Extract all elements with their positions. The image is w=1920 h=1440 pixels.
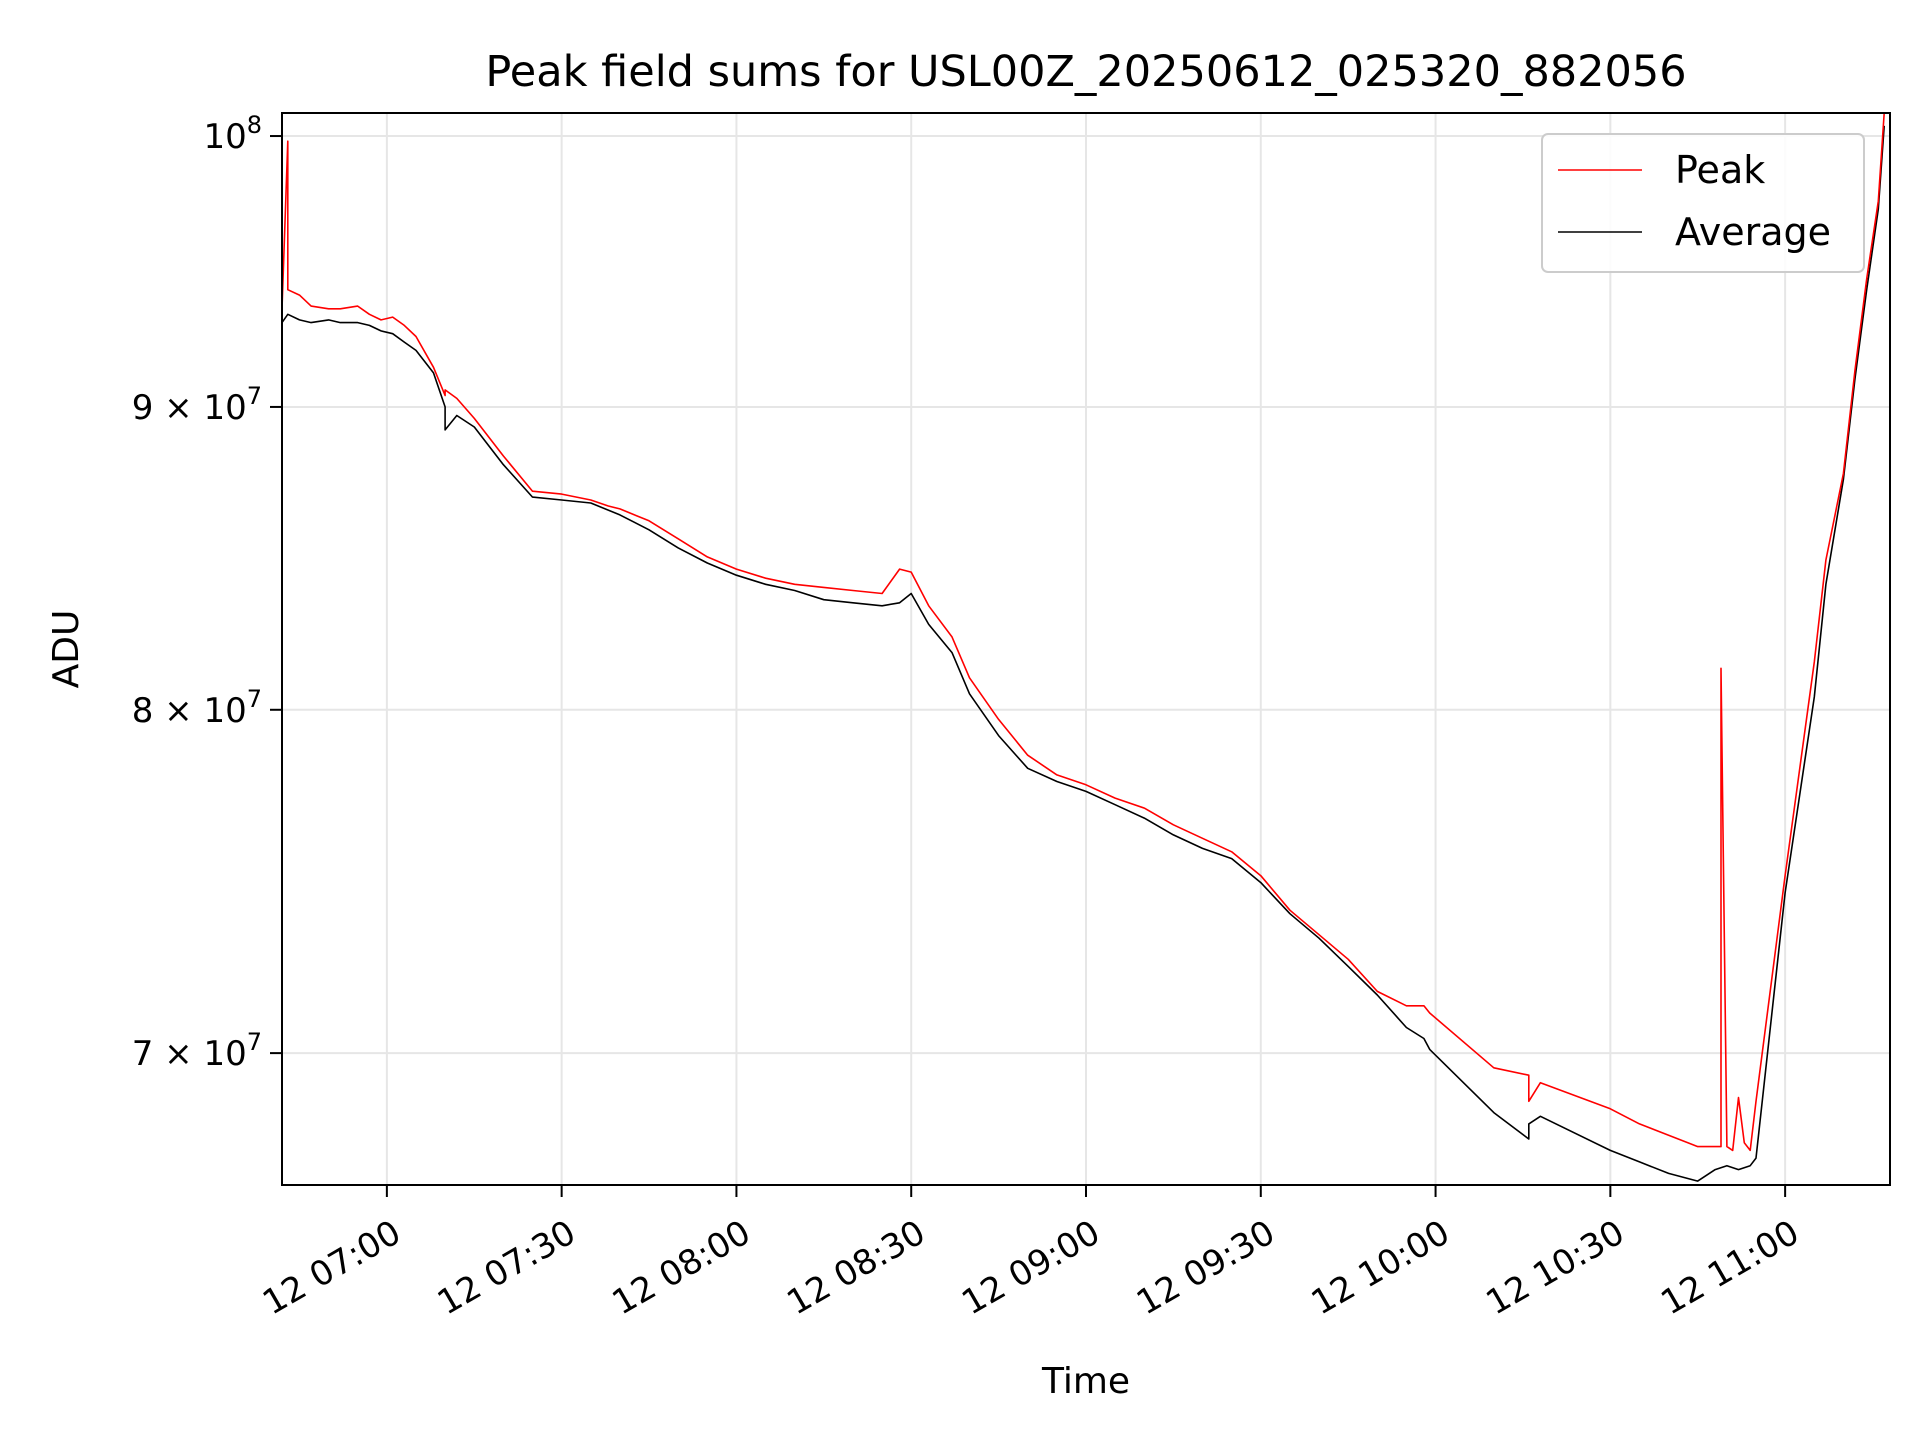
legend-label-average: Average bbox=[1675, 210, 1831, 254]
x-axis-label: Time bbox=[1041, 1361, 1130, 1402]
chart-title: Peak field sums for USL00Z_20250612_0253… bbox=[485, 47, 1686, 97]
y-axis-label: ADU bbox=[46, 610, 87, 689]
legend: Peak Average bbox=[1541, 133, 1865, 273]
series-line-peak bbox=[282, 113, 1885, 1152]
y-tick-label: 108 bbox=[203, 111, 262, 157]
legend-label-peak: Peak bbox=[1675, 148, 1765, 192]
y-axis: 108 9 × 107 8 × 107 7 × 107 bbox=[132, 111, 282, 1074]
series-group bbox=[282, 113, 1885, 1182]
y-tick-label: 9 × 107 bbox=[132, 382, 262, 428]
grid bbox=[282, 113, 1890, 1185]
y-tick-label: 8 × 107 bbox=[132, 685, 262, 731]
y-tick-label: 7 × 107 bbox=[132, 1028, 262, 1074]
legend-box bbox=[1541, 133, 1865, 273]
series-line-average bbox=[282, 125, 1885, 1182]
